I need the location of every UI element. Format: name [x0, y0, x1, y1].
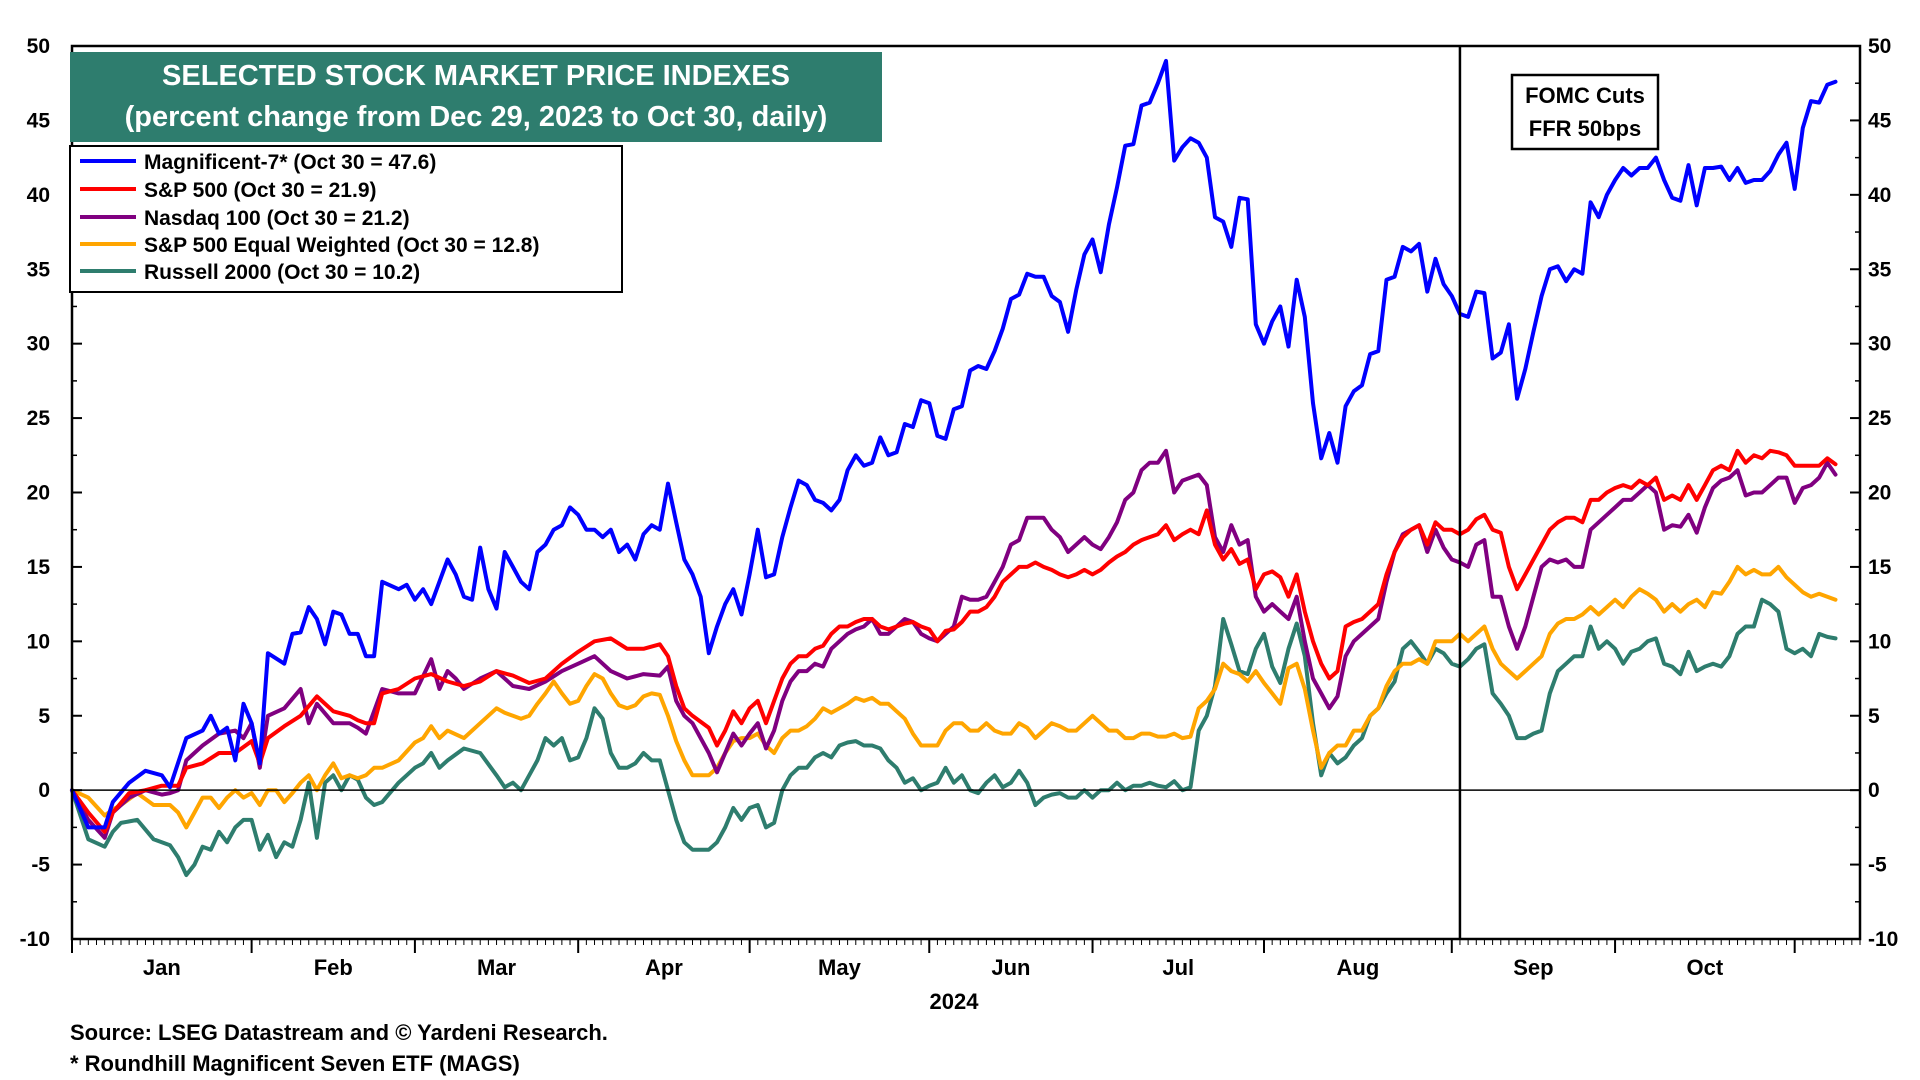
y-tick-label-left: 30 [27, 333, 50, 356]
x-month-label: Jun [991, 955, 1030, 980]
chart-subtitle: (percent change from Dec 29, 2023 to Oct… [125, 101, 828, 133]
y-tick-label-right: 35 [1868, 258, 1892, 281]
y-tick-label-left: -10 [20, 928, 50, 951]
y-tick-label-right: 15 [1868, 556, 1892, 579]
y-tick-label-right: 5 [1868, 705, 1880, 728]
y-tick-label-right: 20 [1868, 482, 1891, 505]
x-month-label: Mar [477, 955, 517, 980]
legend-label-magnificent7: Magnificent-7* (Oct 30 = 47.6) [144, 151, 436, 174]
y-tick-label-left: 5 [38, 705, 50, 728]
y-tick-label-left: 15 [27, 556, 51, 579]
x-month-label: Feb [314, 955, 353, 980]
legend-box [69, 145, 623, 293]
fomc-annotation-line1: FOMC Cuts [1525, 83, 1645, 108]
y-tick-label-right: 45 [1868, 109, 1892, 132]
x-month-label: Oct [1687, 955, 1724, 980]
y-tick-label-right: 25 [1868, 407, 1892, 430]
y-tick-label-left: -5 [31, 854, 50, 877]
footer-source: Source: LSEG Datastream and © Yardeni Re… [70, 1020, 608, 1045]
legend-label-nasdaq100: Nasdaq 100 (Oct 30 = 21.2) [144, 207, 410, 230]
y-tick-label-right: 0 [1868, 779, 1880, 802]
x-month-label: Jan [143, 955, 181, 980]
y-tick-label-right: 40 [1868, 184, 1891, 207]
x-axis: Jan Feb Mar Apr May Jun Jul Aug Sep Oct [71, 939, 1861, 980]
y-tick-label-left: 10 [27, 630, 50, 653]
x-month-label: May [818, 955, 862, 980]
legend-label-sp500: S&P 500 (Oct 30 = 21.9) [144, 179, 377, 202]
y-tick-label-right: 10 [1868, 630, 1891, 653]
series-line-nasdaq-100 [70, 448, 1838, 840]
x-month-label: Apr [645, 955, 683, 980]
x-axis-title: 2024 [930, 989, 980, 1014]
y-tick-label-right: 30 [1868, 333, 1891, 356]
legend: Magnificent-7* (Oct 30 = 47.6) S&P 500 (… [69, 145, 623, 293]
fomc-annotation-box [1510, 73, 1660, 151]
y-tick-label-left: 35 [27, 258, 51, 281]
title-box: SELECTED STOCK MARKET PRICE INDEXES (per… [70, 52, 882, 142]
y-tick-label-left: 45 [27, 109, 51, 132]
series-line-s-p-500 [70, 448, 1838, 834]
fomc-annotation-line2: FFR 50bps [1529, 116, 1641, 141]
y-tick-label-right: 50 [1868, 35, 1891, 58]
y-tick-label-left: 25 [27, 407, 51, 430]
y-tick-label-left: 0 [38, 779, 50, 802]
legend-label-russell2000: Russell 2000 (Oct 30 = 10.2) [144, 261, 420, 284]
footer-note: * Roundhill Magnificent Seven ETF (MAGS) [70, 1051, 520, 1076]
y-tick-label-left: 40 [27, 184, 50, 207]
legend-label-sp500-equal-weighted: S&P 500 Equal Weighted (Oct 30 = 12.8) [144, 234, 539, 257]
series-group [70, 58, 1838, 877]
fomc-annotation: FOMC Cuts FFR 50bps [1510, 73, 1660, 151]
series-line-s-p-500-equal-weighted [70, 564, 1838, 830]
y-tick-label-right: -5 [1868, 854, 1887, 877]
series-line-magnificent-7 [70, 58, 1838, 830]
x-month-label: Jul [1162, 955, 1194, 980]
y-tick-label-left: 20 [27, 482, 50, 505]
title-background [70, 52, 882, 142]
x-month-label: Aug [1337, 955, 1380, 980]
y-tick-label-left: 50 [27, 35, 50, 58]
y-tick-label-right: -10 [1868, 928, 1898, 951]
chart-title: SELECTED STOCK MARKET PRICE INDEXES [162, 60, 790, 92]
x-month-label: Sep [1513, 955, 1553, 980]
series-line-russell-2000 [70, 597, 1838, 877]
